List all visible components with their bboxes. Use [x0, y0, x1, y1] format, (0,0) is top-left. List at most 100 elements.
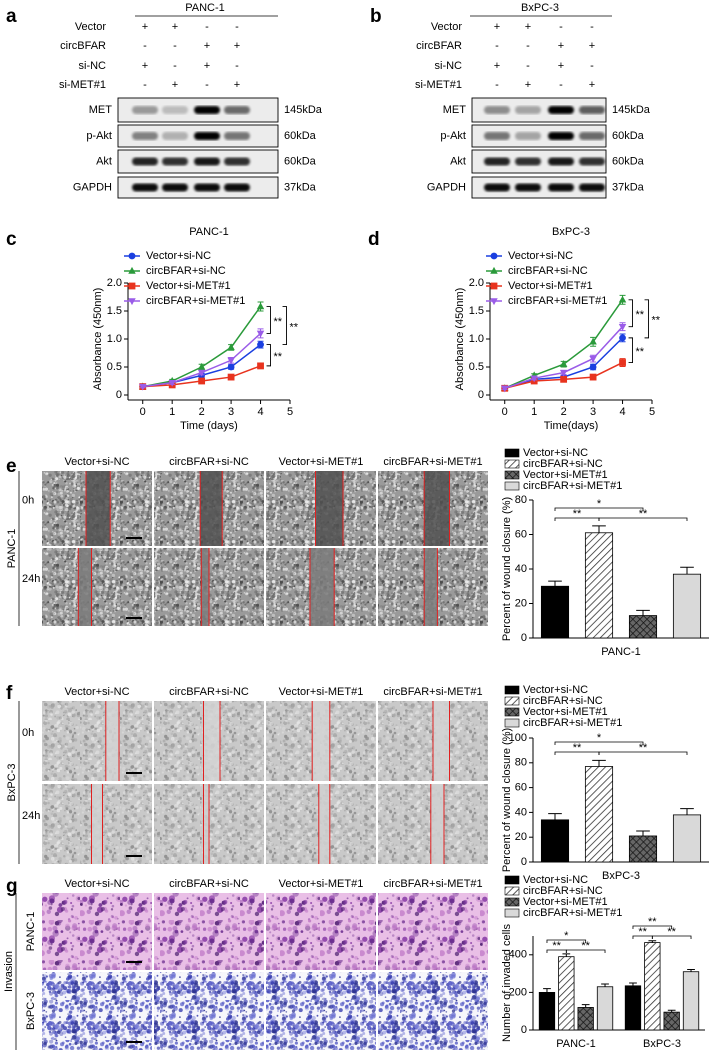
condition-sign: -: [559, 21, 563, 33]
marker: [619, 359, 626, 366]
significance-label: **: [274, 351, 283, 363]
condition-sign: +: [494, 60, 500, 72]
blot-band: [579, 132, 605, 140]
wound-gap: [318, 784, 330, 864]
error-bar: [629, 982, 637, 986]
micrograph: [378, 972, 488, 1050]
bar: [584, 532, 614, 639]
significance-bracket: [565, 949, 606, 953]
micrograph: [42, 893, 152, 970]
wound-gap: [312, 701, 330, 781]
blot-band: [132, 157, 158, 166]
legend-label: circBFAR+si-MET#1: [523, 717, 622, 729]
y-tick-label: 0: [478, 389, 484, 401]
significance-label: **: [636, 309, 645, 321]
condition-label: Vector: [75, 21, 107, 33]
condition-sign: -: [173, 40, 177, 52]
condition-sign: +: [142, 21, 148, 33]
wound-gap: [315, 471, 343, 546]
blot-band: [548, 183, 574, 192]
significance-label: **: [667, 926, 676, 938]
marker: [618, 295, 627, 303]
wound-gap: [105, 701, 119, 781]
error-bar: [680, 808, 694, 815]
wound-gap: [200, 471, 223, 546]
significance-bracket: [644, 299, 649, 339]
row-label: BxPC-3: [25, 992, 37, 1030]
error-bar: [680, 566, 694, 575]
y-axis-label: Number of invaded cells: [501, 924, 513, 1043]
marker: [589, 337, 597, 345]
condition-sign: +: [558, 40, 564, 52]
condition-sign: -: [526, 60, 530, 72]
marker: [138, 383, 147, 391]
micrograph: [154, 893, 264, 970]
legend-label: Vector+si-MET#1: [523, 706, 608, 718]
bar: [577, 1007, 594, 1031]
error-bar: [562, 953, 571, 957]
marker: [257, 362, 264, 370]
significance-bracket: [628, 337, 633, 363]
y-tick-label: 0.5: [107, 361, 122, 373]
marker: [256, 330, 265, 338]
bar: [628, 835, 658, 863]
legend-label: Vector+si-MET#1: [523, 896, 608, 908]
significance-bracket: [628, 299, 633, 328]
y-axis-label: Absorbance (450nm): [454, 288, 466, 391]
marker: [198, 377, 206, 385]
condition-sign: +: [589, 79, 595, 91]
legend-marker: [490, 298, 498, 306]
wound-gap: [203, 701, 220, 781]
row-label: 0h: [22, 727, 34, 739]
condition-sign: -: [495, 79, 499, 91]
column-header: Vector+si-NC: [64, 878, 129, 890]
significance-bracket: [598, 751, 688, 755]
legend-swatch: [504, 707, 520, 717]
legend-label: Vector+si-NC: [523, 684, 588, 696]
legend-label: Vector+si-MET#1: [523, 469, 608, 481]
micrograph: [42, 548, 152, 626]
blot-band: [579, 157, 605, 166]
y-tick-label: 60: [515, 528, 527, 540]
band-name: GAPDH: [427, 181, 466, 193]
condition-sign: +: [172, 21, 178, 33]
condition-label: circBFAR: [416, 40, 462, 52]
row-label: 0h: [22, 494, 34, 506]
blot-band: [224, 106, 250, 114]
y-tick-label: 2.0: [469, 277, 484, 289]
wound-gap: [86, 471, 111, 546]
marker: [227, 363, 235, 371]
y-tick-label: 1.5: [107, 305, 122, 317]
legend-marker: [128, 266, 136, 274]
wound-gap: [424, 471, 450, 546]
bar: [540, 585, 570, 639]
bar: [672, 573, 702, 639]
blot-band: [548, 132, 574, 140]
bar: [624, 985, 642, 1031]
micrograph: [42, 701, 152, 781]
blot-band: [515, 157, 541, 166]
blot-band: [194, 106, 220, 114]
band-size: 60kDa: [284, 155, 317, 167]
significance-label: **: [636, 346, 645, 358]
error-bar: [601, 983, 609, 987]
condition-sign: -: [173, 60, 177, 72]
significance-label: *: [564, 930, 569, 942]
blot-band: [162, 157, 188, 166]
blot-band: [548, 106, 574, 114]
micrograph: [266, 972, 376, 1050]
band-size: 145kDa: [612, 104, 651, 116]
y-tick-label: 400: [509, 949, 527, 961]
condition-sign: -: [143, 40, 147, 52]
wound-gap: [201, 548, 209, 626]
condition-label: si-NC: [435, 60, 463, 72]
legend-marker: [490, 266, 498, 274]
x-tick-label: 1: [169, 406, 175, 418]
blot-band: [579, 183, 605, 192]
legend-marker: [128, 282, 136, 290]
bar: [584, 766, 614, 863]
band-name: MET: [443, 104, 467, 116]
legend-swatch: [504, 897, 520, 907]
x-tick-label: 2: [199, 406, 205, 418]
band-name: p-Akt: [440, 130, 466, 142]
